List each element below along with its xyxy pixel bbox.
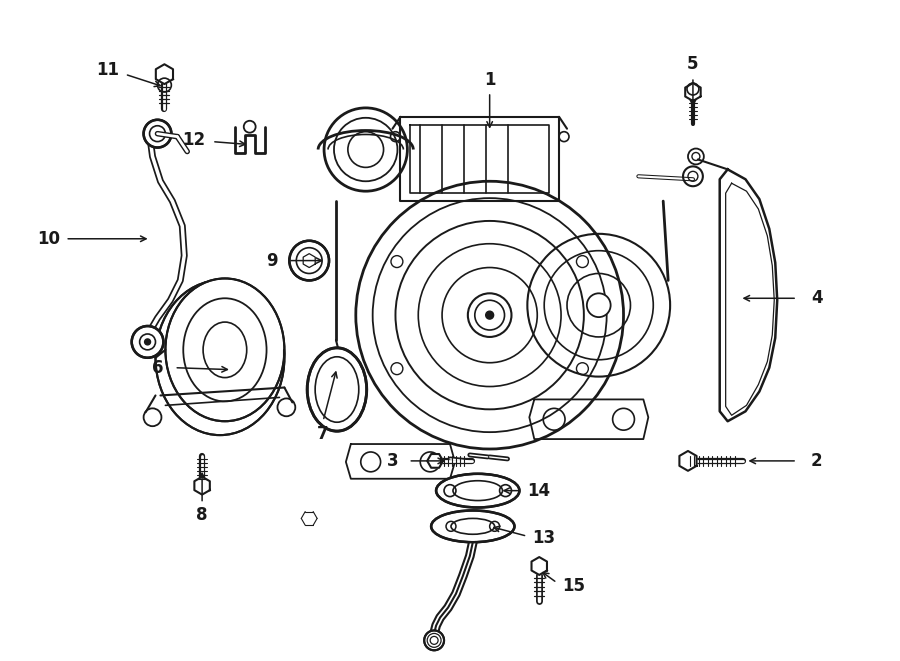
Ellipse shape (156, 280, 284, 435)
Polygon shape (400, 117, 559, 201)
Polygon shape (529, 399, 648, 439)
Text: 4: 4 (811, 290, 823, 307)
Text: 6: 6 (152, 359, 163, 377)
Polygon shape (685, 83, 701, 101)
Ellipse shape (431, 510, 515, 542)
Polygon shape (428, 454, 443, 468)
Ellipse shape (436, 474, 519, 508)
Polygon shape (303, 254, 315, 268)
Circle shape (424, 631, 444, 650)
Circle shape (144, 120, 171, 147)
Ellipse shape (307, 348, 366, 431)
Text: 3: 3 (387, 452, 399, 470)
Text: 8: 8 (196, 506, 208, 524)
Text: 5: 5 (688, 56, 698, 73)
FancyBboxPatch shape (326, 107, 678, 479)
Text: 15: 15 (562, 577, 585, 595)
Circle shape (244, 121, 256, 133)
Circle shape (145, 339, 150, 345)
Text: 12: 12 (183, 131, 206, 149)
Text: 1: 1 (484, 71, 495, 89)
Circle shape (131, 326, 164, 358)
Polygon shape (532, 557, 547, 575)
Text: 13: 13 (533, 529, 556, 547)
Text: 2: 2 (811, 452, 823, 470)
Text: 9: 9 (266, 252, 277, 270)
Text: 14: 14 (527, 482, 551, 500)
Polygon shape (680, 451, 697, 471)
Circle shape (468, 293, 511, 337)
Circle shape (587, 293, 610, 317)
Polygon shape (156, 64, 173, 84)
Circle shape (486, 311, 493, 319)
Ellipse shape (166, 278, 284, 421)
Text: 10: 10 (37, 230, 60, 248)
Polygon shape (720, 169, 778, 421)
Text: 11: 11 (96, 61, 120, 79)
Polygon shape (346, 444, 455, 479)
Polygon shape (194, 477, 210, 494)
Circle shape (290, 241, 329, 280)
Polygon shape (410, 125, 549, 193)
Text: 7: 7 (318, 425, 328, 443)
